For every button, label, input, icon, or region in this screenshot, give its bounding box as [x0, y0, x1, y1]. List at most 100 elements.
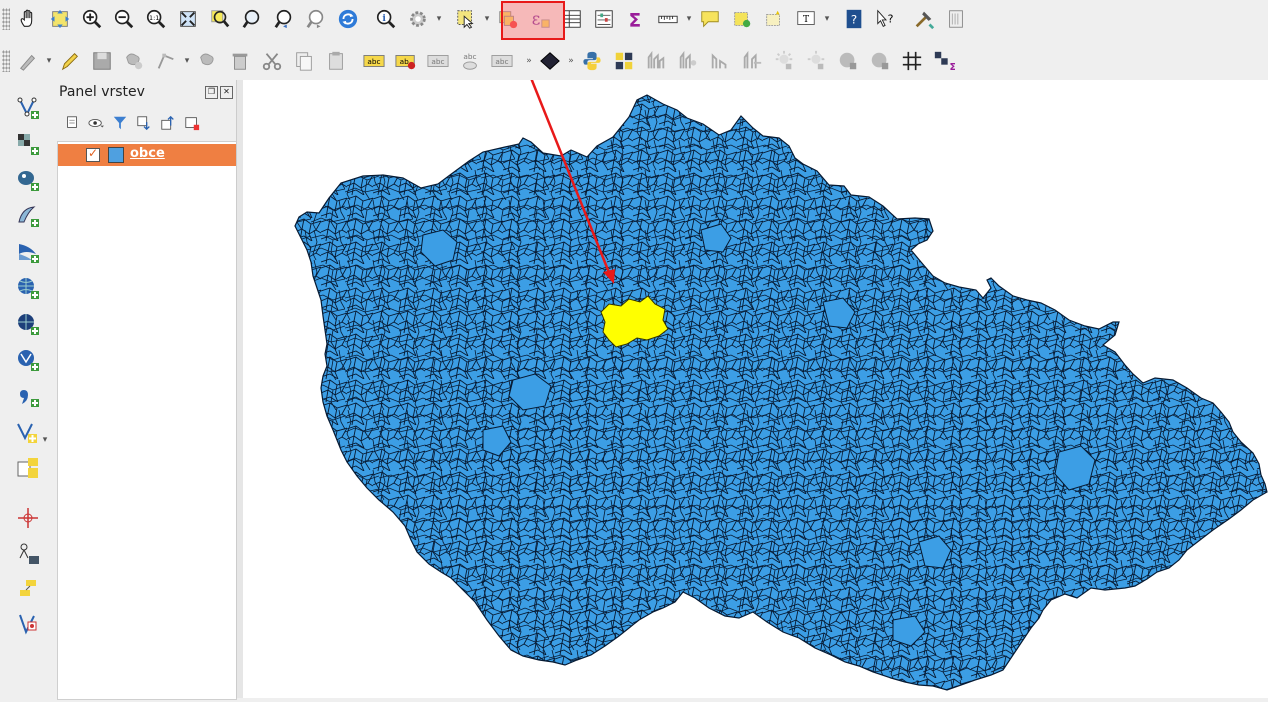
add-delimited-text-icon[interactable] — [14, 382, 42, 410]
change-label-icon[interactable] — [536, 47, 564, 75]
toolbar-grip[interactable] — [2, 8, 10, 30]
raster-align-icon[interactable] — [738, 47, 766, 75]
sigma-icon[interactable]: Σ — [930, 47, 958, 75]
cut-icon[interactable] — [258, 47, 286, 75]
node-dropdown[interactable]: ▾ — [184, 56, 190, 66]
svg-text:abc: abc — [463, 52, 476, 61]
visibility-icon[interactable] — [87, 114, 105, 132]
new-temp-layer-icon[interactable] — [14, 454, 42, 482]
add-wms-layer-icon[interactable] — [14, 274, 42, 302]
digitize-icon[interactable] — [14, 47, 42, 75]
delete-icon[interactable] — [226, 47, 254, 75]
zoom-out-icon[interactable] — [110, 5, 138, 33]
layer-visibility-checkbox[interactable] — [86, 146, 100, 162]
svg-text:abc: abc — [495, 57, 508, 66]
new-shapefile-icon[interactable] — [14, 418, 42, 446]
raster-icon[interactable] — [642, 47, 670, 75]
svg-text:1:1: 1:1 — [149, 14, 159, 22]
action-icon[interactable] — [404, 5, 432, 33]
help-icon[interactable]: ? — [840, 5, 868, 33]
filter-legend-icon[interactable] — [111, 114, 129, 132]
select-by-value-icon[interactable] — [494, 5, 522, 33]
python-icon[interactable] — [578, 47, 606, 75]
add-virtual-layer-icon[interactable] — [14, 574, 42, 602]
selected-feature-prague[interactable] — [600, 295, 669, 348]
add-wfs-layer-icon[interactable] — [14, 346, 42, 374]
svg-text:ab: ab — [400, 57, 409, 66]
zoom-last-icon[interactable] — [270, 5, 298, 33]
raster-histogram-icon[interactable] — [706, 47, 734, 75]
sum-icon[interactable]: Σ — [622, 5, 650, 33]
add-mssql-layer-icon[interactable] — [14, 238, 42, 266]
zoom-to-selection-icon[interactable] — [206, 5, 234, 33]
label-icon[interactable]: abc — [360, 47, 388, 75]
toolbar-grip[interactable] — [2, 50, 10, 72]
panel-splitter[interactable] — [236, 80, 243, 698]
show-bookmarks-icon[interactable] — [760, 5, 788, 33]
new-layer-dropdown[interactable]: ▾ — [42, 435, 48, 445]
ball-icon[interactable] — [834, 47, 862, 75]
expand-all-icon[interactable] — [135, 114, 153, 132]
text-annotation-icon[interactable]: T — [792, 5, 820, 33]
zoom-next-icon[interactable] — [302, 5, 330, 33]
add-raster-layer-icon[interactable] — [14, 130, 42, 158]
light-icon[interactable] — [770, 47, 798, 75]
more-tools-chevron-2[interactable]: » — [568, 56, 574, 66]
add-wcs-layer-icon[interactable] — [14, 310, 42, 338]
remove-layer-icon[interactable] — [183, 114, 201, 132]
new-bookmark-icon[interactable] — [728, 5, 756, 33]
raster-calc-icon[interactable] — [674, 47, 702, 75]
zoom-in-icon[interactable] — [78, 5, 106, 33]
zoom-to-layer-icon[interactable] — [238, 5, 266, 33]
coordinate-capture-icon[interactable] — [14, 504, 42, 532]
refresh-icon[interactable] — [334, 5, 362, 33]
statistics-icon[interactable] — [590, 5, 618, 33]
more-tools-chevron[interactable]: » — [526, 56, 532, 66]
annotation-dropdown[interactable]: ▾ — [824, 14, 830, 24]
select-features-icon[interactable] — [452, 5, 480, 33]
pin-label-icon[interactable]: ab — [392, 47, 420, 75]
grid-icon[interactable] — [898, 47, 926, 75]
measure-dropdown[interactable]: ▾ — [686, 14, 692, 24]
pan-to-selection-icon[interactable] — [46, 5, 74, 33]
save-edits-icon[interactable] — [88, 47, 116, 75]
map-canvas[interactable] — [243, 57, 1268, 698]
processing-icon[interactable] — [910, 5, 938, 33]
identify-icon[interactable]: i — [372, 5, 400, 33]
georeferencer-icon[interactable] — [14, 610, 42, 638]
map-tip-icon[interactable] — [696, 5, 724, 33]
measure-icon[interactable] — [654, 5, 682, 33]
open-layer-styling-icon[interactable] — [63, 114, 81, 132]
close-panel-button[interactable]: ✕ — [220, 86, 233, 99]
ball-2-icon[interactable] — [866, 47, 894, 75]
whats-this-icon[interactable]: ? — [872, 5, 900, 33]
map-svg — [294, 57, 1268, 691]
zoom-native-icon[interactable]: 1:1 — [142, 5, 170, 33]
select-features-dropdown[interactable]: ▾ — [484, 14, 490, 24]
move-feature-icon[interactable] — [194, 47, 222, 75]
light-2-icon[interactable] — [802, 47, 830, 75]
toggle-editing-icon[interactable] — [56, 47, 84, 75]
collapse-all-icon[interactable] — [159, 114, 177, 132]
paste-icon[interactable] — [322, 47, 350, 75]
node-tool-icon[interactable] — [152, 47, 180, 75]
add-feature-icon[interactable] — [120, 47, 148, 75]
float-panel-button[interactable]: ❐ — [205, 86, 218, 99]
expression-icon[interactable]: ε — [526, 5, 554, 33]
plugin-icon[interactable] — [610, 47, 638, 75]
svg-text:Σ: Σ — [950, 62, 956, 72]
composer-icon[interactable] — [942, 5, 970, 33]
copy-icon[interactable] — [290, 47, 318, 75]
add-postgis-layer-icon[interactable] — [14, 166, 42, 194]
pan-icon[interactable] — [14, 5, 42, 33]
digitize-dropdown[interactable]: ▾ — [46, 56, 52, 66]
show-hide-label-icon[interactable]: abc — [424, 47, 452, 75]
add-spatialite-layer-icon[interactable] — [14, 202, 42, 230]
gps-icon[interactable] — [14, 540, 42, 568]
action-dropdown[interactable]: ▾ — [436, 14, 442, 24]
add-vector-layer-icon[interactable] — [14, 94, 42, 122]
layer-row-obce[interactable]: obce — [58, 144, 236, 166]
zoom-full-icon[interactable] — [174, 5, 202, 33]
rotate-label-icon[interactable]: abc — [488, 47, 516, 75]
move-label-icon[interactable]: abc — [456, 47, 484, 75]
